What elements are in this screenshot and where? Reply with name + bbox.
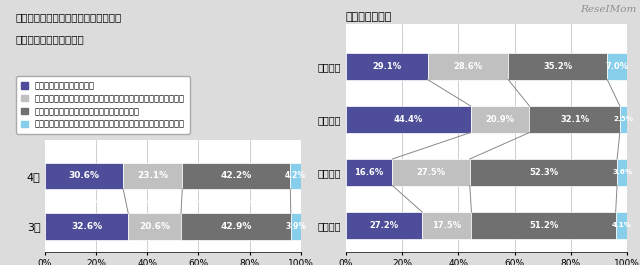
Bar xyxy=(392,159,470,186)
Bar xyxy=(607,53,627,80)
Bar xyxy=(128,213,181,240)
Text: 32.1%: 32.1% xyxy=(560,115,589,124)
Bar xyxy=(346,159,392,186)
Text: 29.1%: 29.1% xyxy=(372,62,401,71)
Bar xyxy=(291,163,301,189)
Text: 32.6%: 32.6% xyxy=(71,222,102,231)
Text: 27.5%: 27.5% xyxy=(417,168,445,177)
Text: 30.6%: 30.6% xyxy=(68,171,99,180)
Text: 23.1%: 23.1% xyxy=(137,171,168,180)
Bar xyxy=(181,213,291,240)
Text: 2.5%: 2.5% xyxy=(613,116,634,122)
Text: 20.6%: 20.6% xyxy=(139,222,170,231)
Text: 3.6%: 3.6% xyxy=(612,169,632,175)
Bar xyxy=(123,163,182,189)
Text: 4.2%: 4.2% xyxy=(285,171,306,180)
Bar xyxy=(346,106,470,132)
Text: 16.6%: 16.6% xyxy=(355,168,383,177)
Text: ＜文理男女別＞: ＜文理男女別＞ xyxy=(346,12,392,21)
Bar xyxy=(182,163,291,189)
Text: 42.9%: 42.9% xyxy=(220,222,252,231)
Bar xyxy=(470,106,529,132)
Text: 27.2%: 27.2% xyxy=(369,221,399,230)
Bar xyxy=(529,106,620,132)
Bar xyxy=(620,106,627,132)
Bar xyxy=(508,53,607,80)
Bar xyxy=(472,212,616,238)
Bar xyxy=(291,213,301,240)
Text: 17.5%: 17.5% xyxy=(432,221,461,230)
Text: 42.2%: 42.2% xyxy=(221,171,252,180)
Text: 目が向くようになったか: 目が向くようになったか xyxy=(15,34,84,45)
Bar xyxy=(346,212,422,238)
Legend: 大手企業志向は変わらない, 大手企業志向だったが、中堅・中小企業にも目が向くようになった, もともと中堅・中小企業志向なので変わらない, 中堅・中小企業志向だっ: 大手企業志向は変わらない, 大手企業志向だったが、中堅・中小企業にも目が向くよう… xyxy=(17,76,190,134)
Bar xyxy=(616,212,627,238)
Text: 44.4%: 44.4% xyxy=(394,115,423,124)
Text: ReseIMom: ReseIMom xyxy=(580,5,637,14)
Text: 7.0%: 7.0% xyxy=(605,62,628,71)
Text: 52.3%: 52.3% xyxy=(529,168,558,177)
Text: 28.6%: 28.6% xyxy=(453,62,483,71)
Bar xyxy=(45,213,128,240)
Text: 20.9%: 20.9% xyxy=(486,115,515,124)
Text: 震災の影響により、中堅・中小企業に: 震災の影響により、中堅・中小企業に xyxy=(15,12,122,22)
Bar xyxy=(470,159,617,186)
Bar xyxy=(617,159,627,186)
Text: 4.1%: 4.1% xyxy=(611,222,632,228)
Bar xyxy=(422,212,472,238)
Text: 35.2%: 35.2% xyxy=(543,62,572,71)
Bar xyxy=(346,53,428,80)
Bar xyxy=(45,163,123,189)
Bar xyxy=(428,53,508,80)
Text: 51.2%: 51.2% xyxy=(529,221,558,230)
Text: 3.9%: 3.9% xyxy=(285,222,307,231)
